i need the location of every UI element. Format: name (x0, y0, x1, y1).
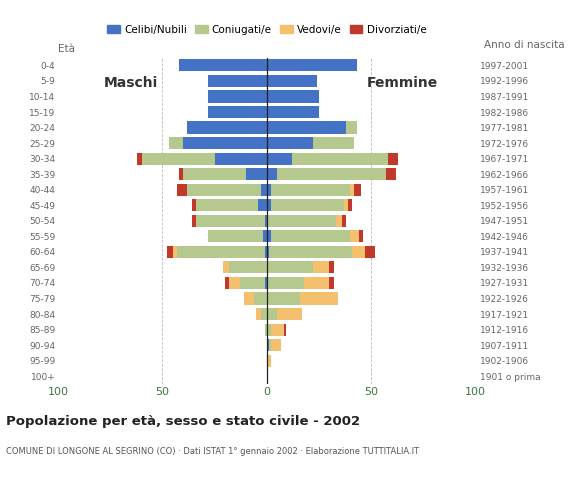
Bar (277, 168, 386, 180)
Bar (271, 230, 350, 242)
Bar (179, 60, 267, 72)
Bar (223, 262, 229, 274)
Bar (254, 292, 267, 305)
Bar (264, 324, 267, 336)
Bar (342, 215, 346, 227)
Bar (348, 199, 353, 211)
Bar (313, 262, 329, 274)
Bar (358, 230, 363, 242)
Bar (173, 246, 177, 258)
Bar (267, 121, 346, 133)
Bar (284, 324, 285, 336)
Bar (166, 246, 173, 258)
Bar (179, 168, 183, 180)
Bar (177, 246, 264, 258)
Text: Popolazione per età, sesso e stato civile - 2002: Popolazione per età, sesso e stato civil… (6, 415, 360, 428)
Bar (191, 215, 196, 227)
Bar (142, 153, 215, 165)
Bar (267, 308, 277, 320)
Bar (259, 199, 267, 211)
Bar (260, 184, 267, 196)
Bar (271, 184, 350, 196)
Bar (271, 324, 284, 336)
Bar (183, 168, 246, 180)
Bar (300, 292, 338, 305)
Bar (344, 199, 348, 211)
Bar (292, 153, 388, 165)
Legend: Celibi/Nubili, Coniugati/e, Vedovi/e, Divorziati/e: Celibi/Nubili, Coniugati/e, Vedovi/e, Di… (103, 20, 430, 39)
Bar (271, 199, 344, 211)
Bar (267, 168, 277, 180)
Bar (196, 215, 264, 227)
Bar (269, 339, 271, 351)
Bar (263, 230, 267, 242)
Bar (267, 137, 313, 149)
Bar (187, 121, 267, 133)
Bar (304, 277, 329, 289)
Bar (267, 153, 292, 165)
Bar (267, 262, 313, 274)
Text: Anno di nascita: Anno di nascita (484, 40, 565, 50)
Bar (365, 246, 375, 258)
Bar (196, 199, 259, 211)
Bar (229, 262, 267, 274)
Bar (267, 324, 271, 336)
Text: Età: Età (58, 45, 75, 55)
Bar (350, 184, 354, 196)
Bar (264, 246, 267, 258)
Bar (313, 137, 354, 149)
Text: Maschi: Maschi (104, 76, 158, 90)
Bar (208, 90, 267, 103)
Bar (267, 230, 271, 242)
Bar (229, 277, 240, 289)
Bar (208, 106, 267, 118)
Bar (354, 184, 361, 196)
Bar (215, 153, 267, 165)
Bar (267, 246, 269, 258)
Bar (183, 137, 267, 149)
Bar (246, 168, 267, 180)
Bar (267, 75, 317, 87)
Bar (264, 277, 267, 289)
Bar (177, 184, 187, 196)
Bar (267, 292, 300, 305)
Bar (191, 199, 196, 211)
Bar (267, 90, 319, 103)
Bar (388, 153, 398, 165)
Bar (329, 277, 334, 289)
Bar (137, 153, 142, 165)
Bar (267, 60, 357, 72)
Bar (350, 230, 358, 242)
Bar (346, 121, 357, 133)
Bar (169, 137, 183, 149)
Bar (269, 246, 353, 258)
Text: Femmine: Femmine (367, 76, 438, 90)
Bar (240, 277, 264, 289)
Text: COMUNE DI LONGONE AL SEGRINO (CO) · Dati ISTAT 1° gennaio 2002 · Elaborazione TU: COMUNE DI LONGONE AL SEGRINO (CO) · Dati… (6, 446, 419, 456)
Bar (267, 277, 304, 289)
Bar (277, 308, 302, 320)
Bar (208, 230, 263, 242)
Bar (336, 215, 342, 227)
Bar (267, 339, 269, 351)
Bar (353, 246, 365, 258)
Bar (271, 339, 281, 351)
Bar (267, 106, 319, 118)
Bar (329, 262, 334, 274)
Bar (256, 308, 260, 320)
Bar (267, 355, 271, 367)
Bar (386, 168, 396, 180)
Bar (260, 308, 267, 320)
Bar (225, 277, 229, 289)
Bar (264, 215, 267, 227)
Bar (187, 184, 260, 196)
Bar (208, 75, 267, 87)
Bar (244, 292, 254, 305)
Bar (267, 215, 336, 227)
Bar (267, 184, 271, 196)
Bar (267, 199, 271, 211)
